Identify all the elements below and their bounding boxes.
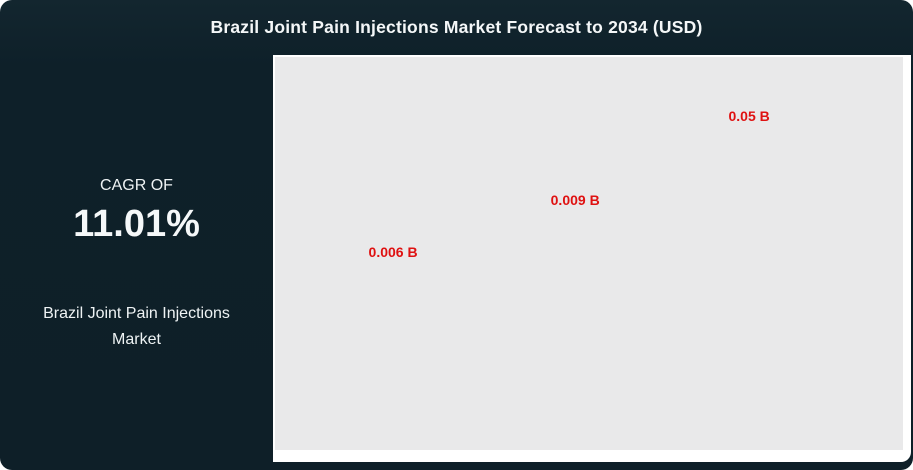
title-bar: Brazil Joint Pain Injections Market Fore… <box>0 0 913 55</box>
plot-area: 0.006 B 0.009 B 0.05 B <box>275 57 903 450</box>
chart-title: Brazil Joint Pain Injections Market Fore… <box>210 17 703 37</box>
market-name: Brazil Joint Pain Injections Market <box>43 305 230 348</box>
cagr-value: 11.01% <box>73 203 200 245</box>
bar-value-label: 0.006 B <box>368 243 418 260</box>
cagr-label: CAGR OF <box>100 177 173 194</box>
chart-card: 0.006 B 0.009 B 0.05 B <box>273 55 911 462</box>
sidebar: CAGR OF 11.01% Brazil Joint Pain Injecti… <box>0 55 273 462</box>
bar-value-label: 0.05 B <box>728 107 770 124</box>
bar-value-label: 0.009 B <box>550 192 600 209</box>
